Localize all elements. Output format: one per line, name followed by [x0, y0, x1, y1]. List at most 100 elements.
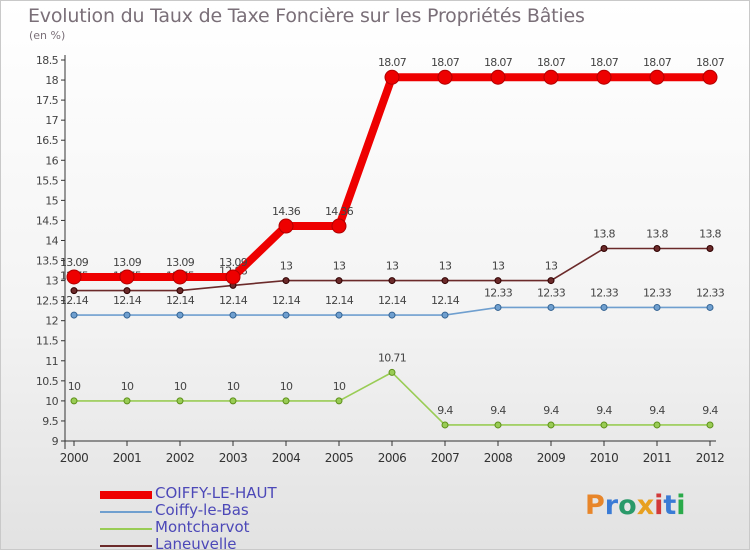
- data-label: 12.33: [590, 286, 619, 299]
- x-tick-label: 2011: [643, 451, 672, 465]
- legend-item: COIFFY-LE-HAUT: [100, 484, 360, 502]
- y-tick-label: 17.5: [36, 94, 59, 107]
- y-tick-label: 12: [45, 315, 58, 328]
- data-point: [225, 269, 241, 285]
- data-label: 18.07: [537, 56, 566, 69]
- y-tick-label: 12.5: [36, 295, 59, 308]
- data-label: 13.09: [219, 256, 248, 269]
- proxiti-logo: Proxiti: [585, 490, 686, 521]
- data-label: 18.07: [378, 56, 407, 69]
- data-label: 13.8: [699, 227, 721, 240]
- data-point: [176, 397, 184, 405]
- data-label: 9.4: [437, 404, 453, 417]
- data-label: 18.07: [696, 56, 725, 69]
- data-label: 10: [68, 380, 81, 393]
- x-tick-label: 2000: [60, 451, 89, 465]
- data-label: 12.33: [484, 286, 513, 299]
- data-point: [653, 244, 661, 252]
- data-label: 12.33: [537, 286, 566, 299]
- series-line-montcharvot: [74, 371, 710, 426]
- y-tick-label: 10.5: [36, 375, 59, 388]
- data-point: [494, 303, 502, 311]
- data-label: 12.14: [219, 294, 248, 307]
- data-point: [388, 277, 396, 285]
- data-label: 13: [439, 260, 452, 273]
- data-label: 13: [386, 260, 399, 273]
- data-point: [706, 303, 714, 311]
- y-tick-label: 11.5: [36, 335, 59, 348]
- data-point: [649, 69, 665, 85]
- x-tick-label: 2012: [696, 451, 725, 465]
- y-tick-label: 9: [52, 435, 59, 448]
- data-label: 12.14: [378, 294, 407, 307]
- legend-label: COIFFY-LE-HAUT: [155, 484, 277, 502]
- data-point: [600, 303, 608, 311]
- data-label: 18.07: [643, 56, 672, 69]
- data-label: 10.71: [378, 351, 406, 364]
- data-label: 14.36: [272, 205, 301, 218]
- legend-label: Montcharvot: [155, 518, 250, 536]
- y-tick-label: 10: [45, 395, 58, 408]
- data-label: 13: [280, 260, 293, 273]
- y-tick-label: 17: [45, 114, 58, 127]
- data-point: [494, 277, 502, 285]
- data-point: [176, 311, 184, 319]
- data-label: 12.14: [113, 294, 142, 307]
- legend-swatch: [100, 491, 152, 499]
- data-label: 12.14: [166, 294, 195, 307]
- y-tick-label: 13: [45, 275, 58, 288]
- data-point: [335, 311, 343, 319]
- data-label: 13: [545, 260, 558, 273]
- data-point: [653, 303, 661, 311]
- data-label: 13.8: [646, 227, 668, 240]
- x-tick-label: 2005: [325, 451, 354, 465]
- x-tick-label: 2007: [431, 451, 460, 465]
- data-label: 12.33: [696, 286, 725, 299]
- data-point: [706, 421, 714, 429]
- data-point: [441, 277, 449, 285]
- data-point: [600, 244, 608, 252]
- data-label: 12.14: [272, 294, 301, 307]
- data-label: 10: [174, 380, 187, 393]
- data-point: [119, 269, 135, 285]
- y-tick-label: 13.5: [36, 255, 59, 268]
- data-point: [600, 421, 608, 429]
- data-point: [70, 311, 78, 319]
- legend-item: Coiffy-le-Bas: [100, 501, 360, 519]
- x-tick-label: 2009: [537, 451, 566, 465]
- data-label: 12.14: [325, 294, 354, 307]
- legend-label: Laneuvelle: [155, 535, 237, 553]
- x-tick-label: 2004: [272, 451, 301, 465]
- data-label: 13: [492, 260, 505, 273]
- data-point: [282, 277, 290, 285]
- data-point: [123, 287, 131, 295]
- y-tick-label: 15: [45, 194, 58, 207]
- data-point: [123, 311, 131, 319]
- y-tick-label: 18.5: [36, 54, 59, 67]
- data-label: 9.4: [596, 404, 612, 417]
- data-point: [702, 69, 718, 85]
- x-tick-label: 2010: [590, 451, 619, 465]
- data-point: [278, 218, 294, 234]
- data-point: [543, 69, 559, 85]
- data-label: 12.33: [643, 286, 672, 299]
- data-point: [331, 218, 347, 234]
- data-label: 18.07: [484, 56, 513, 69]
- data-point: [494, 421, 502, 429]
- data-point: [706, 244, 714, 252]
- data-point: [388, 311, 396, 319]
- data-label: 9.4: [702, 404, 718, 417]
- data-label: 9.4: [649, 404, 665, 417]
- data-point: [229, 311, 237, 319]
- data-point: [282, 397, 290, 405]
- x-tick-label: 2003: [219, 451, 248, 465]
- data-label: 13.09: [60, 256, 89, 269]
- data-label: 9.4: [490, 404, 506, 417]
- data-point: [441, 421, 449, 429]
- data-label: 18.07: [590, 56, 619, 69]
- data-label: 12.14: [431, 294, 460, 307]
- data-label: 10: [333, 380, 346, 393]
- legend-item: Montcharvot: [100, 518, 360, 536]
- y-tick-label: 11: [45, 355, 58, 368]
